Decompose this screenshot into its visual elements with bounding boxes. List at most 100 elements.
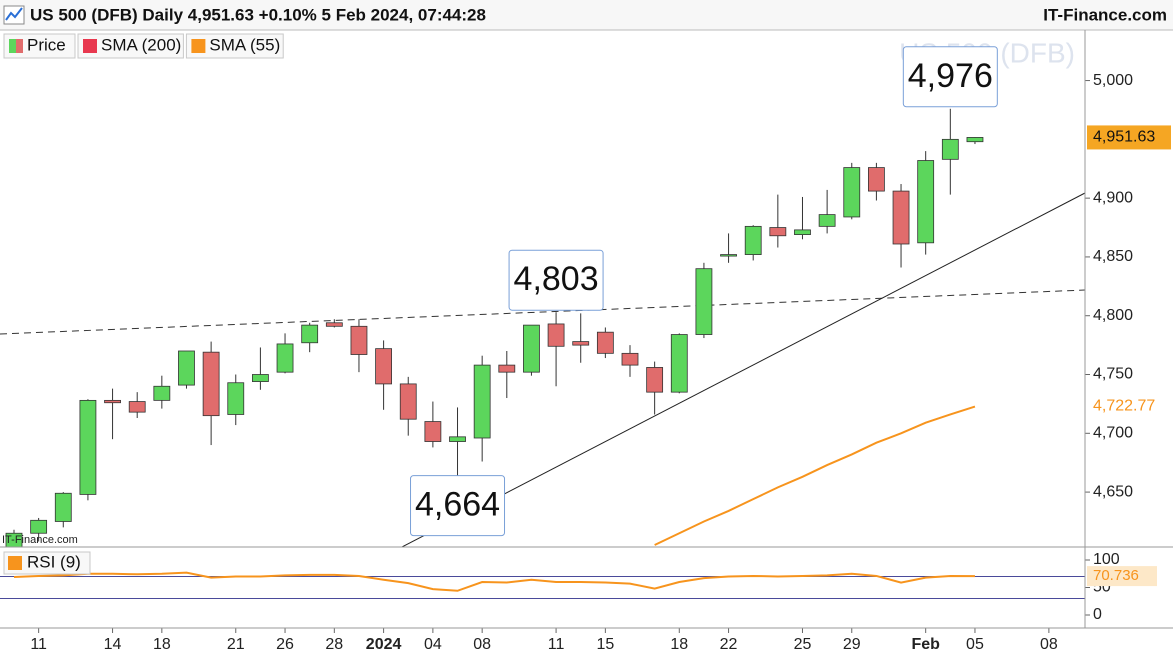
- rsi-tick-label: 100: [1093, 551, 1120, 568]
- candle-body: [621, 352, 639, 366]
- candle-body: [301, 324, 319, 344]
- x-tick-label: 15: [596, 636, 614, 653]
- candle-body: [54, 492, 72, 522]
- candle-body: [941, 138, 959, 160]
- rsi-tick-label: 0: [1093, 606, 1102, 623]
- y-tick-label: 4,900: [1093, 189, 1133, 206]
- rsi-last-box: [1087, 566, 1157, 587]
- x-tick-label: 21: [227, 636, 245, 653]
- legend-swatch: [83, 39, 97, 53]
- candle-body: [424, 421, 442, 442]
- x-tick-label: 08: [473, 636, 491, 653]
- candle-body: [868, 167, 885, 192]
- candle-body: [646, 367, 664, 393]
- legend-swatch: [16, 39, 23, 53]
- trend-line: [400, 192, 1085, 547]
- candle-body: [153, 385, 171, 401]
- x-tick-label: 18: [153, 636, 171, 653]
- candle-body: [720, 254, 737, 257]
- candle-body: [596, 331, 614, 354]
- trend-lines: [0, 192, 1085, 547]
- x-tick-label: 22: [720, 636, 738, 653]
- last-price-box: [1087, 125, 1171, 150]
- legend-swatch: [191, 39, 206, 53]
- candle-body: [449, 436, 466, 442]
- rsi-last-label: 70.736: [1093, 567, 1139, 584]
- legend-label: SMA (55): [209, 35, 280, 54]
- rsi-plot: [0, 571, 1085, 599]
- candle-body: [227, 382, 245, 415]
- x-tick-label: 28: [325, 636, 343, 653]
- candle-body: [5, 532, 23, 547]
- candle-body: [547, 323, 565, 347]
- y-tick-label: 4,750: [1093, 366, 1133, 383]
- x-tick-label: 2024: [366, 636, 402, 653]
- dashed-trend-line: [0, 289, 1085, 335]
- callout-label: 4,803: [514, 260, 599, 298]
- candle-body: [966, 137, 984, 143]
- candle-body: [695, 268, 713, 335]
- callout-label: 4,976: [908, 57, 993, 95]
- demo-icon: [3, 5, 25, 25]
- sma-last-label: 4,722.77: [1093, 398, 1155, 415]
- candle-body: [744, 225, 762, 255]
- x-tick-label: 08: [1040, 636, 1058, 653]
- legend-label: Price: [27, 35, 66, 54]
- candle-body: [523, 324, 540, 373]
- x-tick-label: 29: [843, 636, 861, 653]
- x-tick-label: 25: [794, 636, 812, 653]
- price-plot: [5, 108, 984, 547]
- candle-body: [473, 364, 491, 439]
- x-tick-label: 05: [966, 636, 984, 653]
- x-tick-label: 11: [548, 636, 565, 653]
- candle-body: [79, 399, 97, 495]
- sma-line: [654, 405, 976, 546]
- legend-label: SMA (200): [101, 35, 181, 54]
- rsi-legend-box: [3, 551, 91, 575]
- candle-body: [572, 341, 590, 346]
- y-tick-label: 4,800: [1093, 307, 1133, 324]
- callout-box: [902, 46, 998, 108]
- candle-body: [794, 229, 811, 235]
- legend-swatch: [9, 39, 16, 53]
- y-tick-label: 4,650: [1093, 483, 1133, 500]
- overlay: 4,650 4,700 4,750 4,800 4,850 4,900 5,000 11 14 1…: [2, 33, 1171, 653]
- callout-box: [410, 475, 506, 537]
- candle-body: [818, 214, 836, 227]
- x-tick-label: Feb: [911, 636, 940, 653]
- callout-label: 4,664: [415, 486, 500, 524]
- candle-body: [375, 348, 393, 385]
- candle-body: [30, 519, 48, 534]
- candle-body: [498, 364, 516, 373]
- rsi-legend-swatch: [8, 556, 22, 570]
- callout-box: [508, 249, 604, 311]
- candle-body: [892, 190, 910, 245]
- candle-body: [128, 401, 146, 413]
- candle-body: [251, 374, 269, 382]
- x-tick-label: 04: [424, 636, 442, 653]
- rsi-line: [13, 571, 975, 592]
- candle-body: [399, 383, 417, 420]
- candle-body: [104, 399, 121, 404]
- brand-small: IT-Finance.com: [2, 534, 78, 546]
- candle-body: [843, 167, 861, 218]
- brand: IT-Finance.com: [1043, 5, 1167, 24]
- last-price-label: 4,951.63: [1093, 129, 1155, 146]
- candle-body: [769, 227, 787, 237]
- x-tick-label: 14: [104, 636, 122, 653]
- rsi-legend-label: RSI (9): [27, 552, 81, 571]
- chart-title: US 500 (DFB) Daily 4,951.63 +0.10% 5 Feb…: [30, 5, 486, 24]
- candle-body: [178, 350, 195, 386]
- candle-body: [670, 334, 688, 393]
- x-tick-label: 26: [276, 636, 294, 653]
- y-tick-label: 4,700: [1093, 425, 1133, 442]
- y-tick-label: 5,000: [1093, 72, 1133, 89]
- candle-body: [276, 343, 294, 373]
- candle-body: [350, 325, 368, 355]
- candle-body: [325, 322, 343, 327]
- candle-body: [917, 160, 935, 244]
- candle-body: [202, 351, 220, 417]
- y-tick-label: 4,850: [1093, 248, 1133, 265]
